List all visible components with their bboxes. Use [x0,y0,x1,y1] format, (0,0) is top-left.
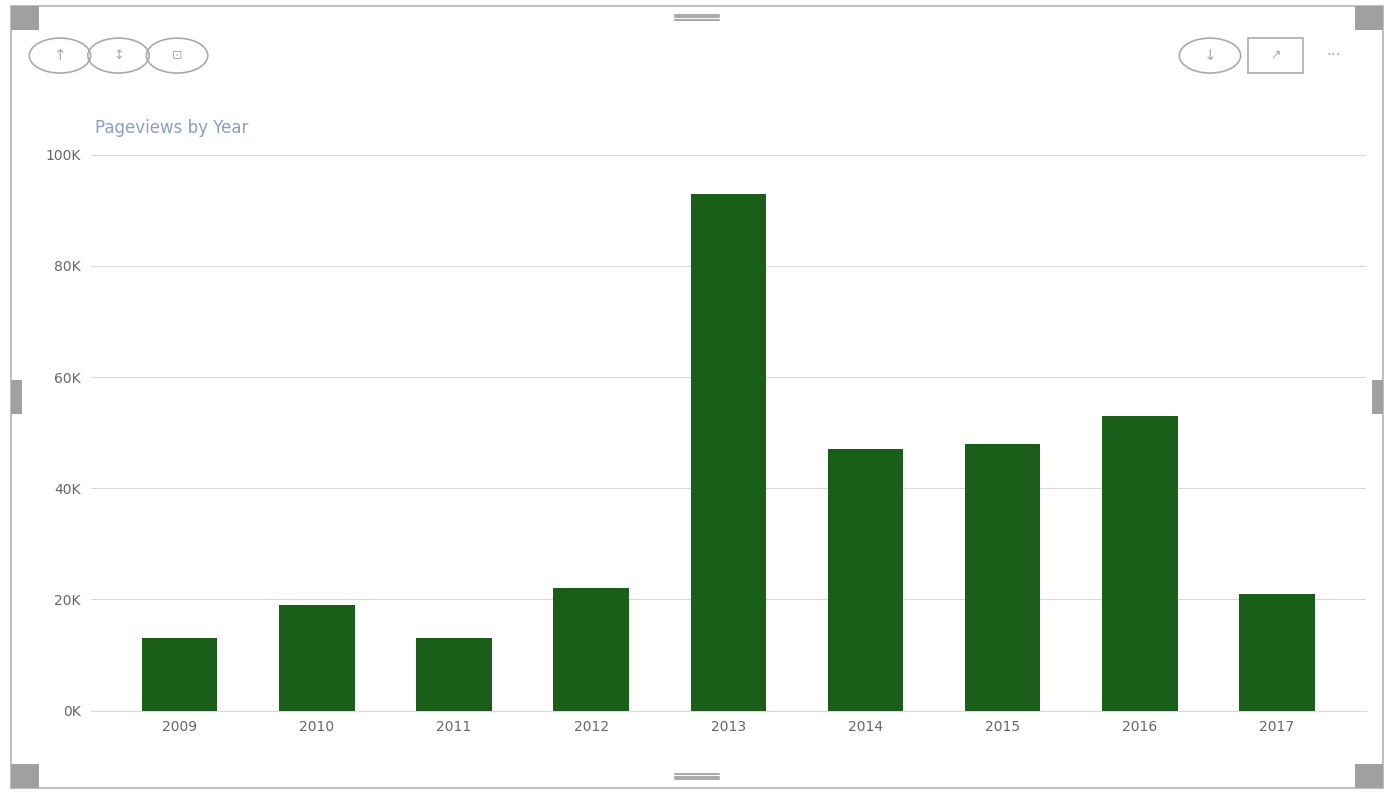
Bar [553,588,629,711]
Text: ↕: ↕ [113,49,124,62]
Text: Pageviews by Year: Pageviews by Year [95,118,248,137]
Bar [142,638,217,711]
Text: ···: ··· [1327,48,1341,63]
Bar [828,449,903,711]
Bar [417,638,492,711]
Bar [965,444,1040,711]
Text: ↗: ↗ [1270,49,1281,62]
Text: ↑: ↑ [53,48,67,63]
Text: ⊡: ⊡ [171,49,183,62]
Bar [690,194,767,711]
Bar [1239,594,1315,711]
Bar [1103,416,1178,711]
Bar [279,605,354,711]
Text: ↓: ↓ [1203,48,1217,63]
